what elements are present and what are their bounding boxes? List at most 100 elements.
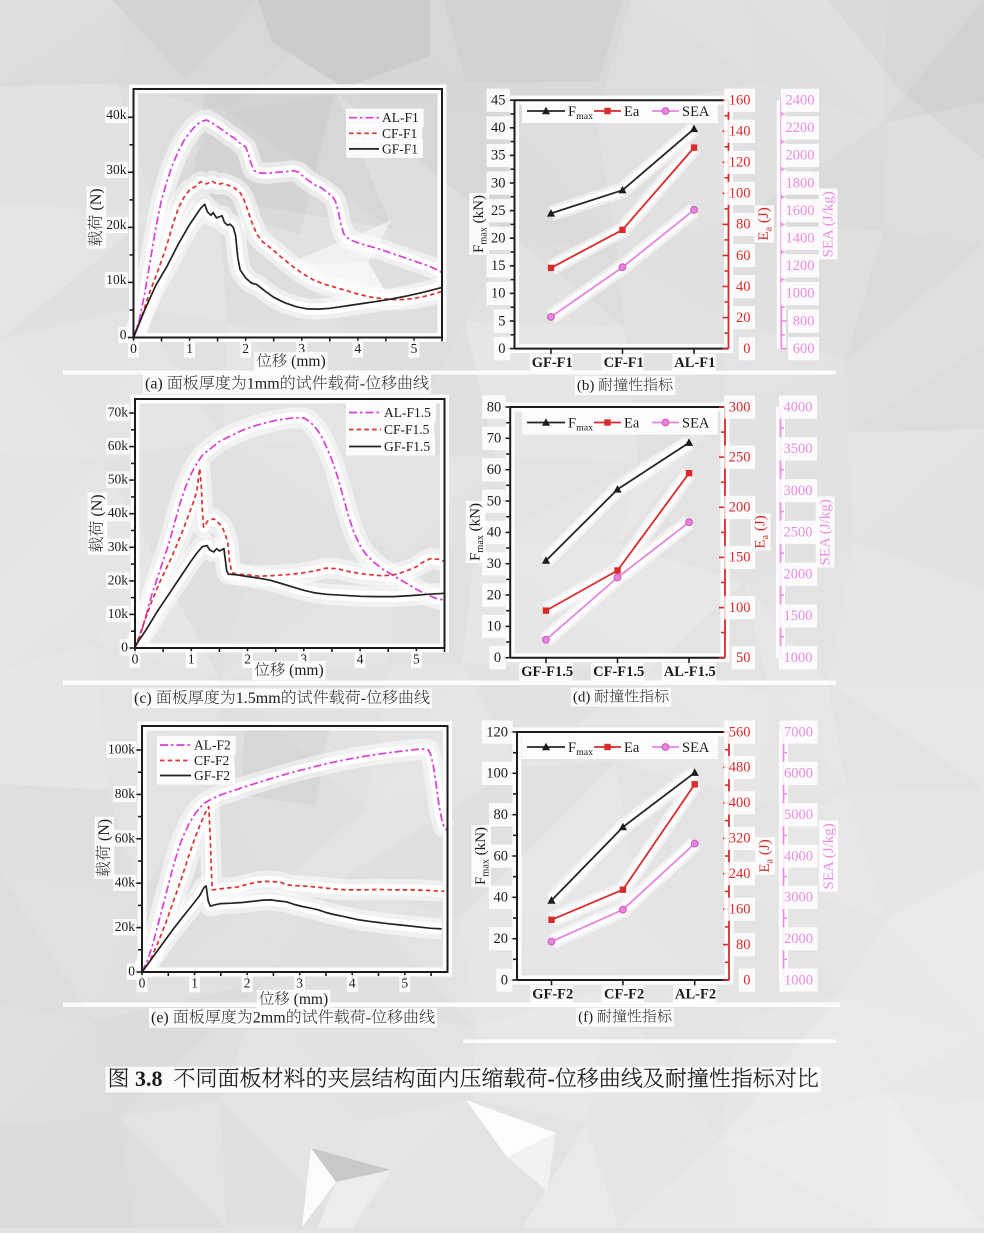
svg-text:(b): (b) — [577, 378, 598, 394]
svg-text:300: 300 — [729, 399, 751, 415]
svg-text:(mm): (mm) — [290, 991, 328, 1008]
svg-text:3000: 3000 — [784, 890, 813, 906]
svg-text:140: 140 — [729, 124, 751, 140]
svg-text:(mm): (mm) — [287, 353, 325, 370]
svg-text:3.8: 3.8 — [130, 1066, 174, 1091]
svg-text:a: a — [763, 227, 774, 232]
svg-text:80: 80 — [494, 807, 509, 823]
svg-text:GF-F1: GF-F1 — [382, 141, 418, 156]
svg-text:80k: 80k — [115, 786, 136, 801]
svg-text:3: 3 — [300, 652, 307, 667]
svg-text:40: 40 — [487, 525, 502, 541]
svg-text:100: 100 — [729, 600, 751, 616]
svg-text:max: max — [475, 535, 486, 553]
svg-text:GF-F2: GF-F2 — [194, 768, 230, 783]
svg-text:-: - — [548, 1066, 555, 1091]
svg-text:max: max — [478, 227, 489, 245]
svg-text:F: F — [568, 416, 576, 432]
svg-text:250: 250 — [729, 449, 751, 465]
svg-text:F: F — [568, 740, 576, 756]
svg-text:40: 40 — [491, 120, 506, 136]
svg-text:20k: 20k — [115, 919, 136, 934]
svg-text:1500: 1500 — [784, 608, 813, 624]
svg-text:F: F — [473, 877, 489, 885]
svg-text:AL-F1.5: AL-F1.5 — [664, 664, 716, 680]
svg-text:1: 1 — [188, 652, 195, 667]
svg-text:1000: 1000 — [786, 286, 815, 302]
svg-text:AL-F1.5: AL-F1.5 — [384, 405, 431, 420]
svg-text:320: 320 — [729, 831, 751, 847]
svg-text:30k: 30k — [106, 162, 127, 177]
svg-text:0: 0 — [494, 650, 501, 666]
svg-text:40k: 40k — [106, 107, 127, 122]
svg-text:SEA (J/kg): SEA (J/kg) — [821, 191, 837, 257]
svg-text:20: 20 — [491, 231, 506, 247]
svg-text:E: E — [756, 231, 772, 240]
svg-text:GF-F1.5: GF-F1.5 — [384, 439, 430, 454]
svg-text:0: 0 — [121, 640, 128, 655]
svg-text:30k: 30k — [108, 539, 129, 554]
svg-text:2000: 2000 — [784, 566, 813, 582]
svg-text:(kN): (kN) — [473, 827, 489, 859]
svg-text:5000: 5000 — [784, 807, 813, 823]
svg-text:1200: 1200 — [786, 258, 815, 274]
svg-text:20: 20 — [487, 587, 502, 603]
svg-text:CF-F1: CF-F1 — [604, 355, 644, 371]
svg-text:0: 0 — [139, 976, 146, 991]
svg-text:Ea: Ea — [624, 740, 640, 756]
svg-text:200: 200 — [729, 500, 751, 516]
svg-text:160: 160 — [729, 93, 751, 109]
svg-text:7000: 7000 — [784, 724, 813, 740]
svg-text:1.5mm: 1.5mm — [236, 690, 281, 707]
svg-text:10k: 10k — [108, 606, 129, 621]
svg-text:max: max — [576, 423, 593, 434]
svg-text:(N): (N) — [89, 494, 106, 520]
svg-text:(J): (J) — [757, 839, 773, 859]
svg-text:(kN): (kN) — [471, 195, 487, 227]
svg-text:SEA (J/kg): SEA (J/kg) — [818, 499, 834, 565]
svg-text:60k: 60k — [108, 438, 129, 453]
svg-text:50k: 50k — [108, 472, 129, 487]
svg-text:F: F — [568, 104, 576, 120]
svg-text:CF-F2: CF-F2 — [604, 987, 644, 1003]
svg-text:1: 1 — [191, 976, 198, 991]
svg-text:20: 20 — [494, 931, 509, 947]
svg-text:GF-F2: GF-F2 — [532, 987, 573, 1003]
svg-text:2500: 2500 — [784, 525, 813, 541]
svg-text:3: 3 — [298, 341, 305, 356]
svg-text:160: 160 — [729, 901, 751, 917]
svg-text:SEA: SEA — [682, 740, 710, 756]
svg-text:100: 100 — [729, 186, 751, 202]
svg-text:0: 0 — [743, 972, 750, 988]
svg-text:20k: 20k — [108, 572, 129, 587]
svg-text:40k: 40k — [115, 875, 136, 890]
svg-text:70k: 70k — [108, 405, 129, 420]
svg-text:120: 120 — [729, 155, 751, 171]
svg-text:(N): (N) — [88, 188, 105, 214]
svg-text:40k: 40k — [108, 505, 129, 520]
svg-text:20k: 20k — [106, 217, 127, 232]
svg-text:480: 480 — [729, 760, 751, 776]
svg-text:GF-F1.5: GF-F1.5 — [521, 664, 573, 680]
svg-text:(mm): (mm) — [285, 662, 323, 679]
svg-text:80: 80 — [736, 937, 751, 953]
svg-text:1400: 1400 — [786, 231, 815, 247]
svg-text:100: 100 — [486, 766, 508, 782]
svg-text:(a): (a) — [145, 376, 167, 393]
svg-text:(kN): (kN) — [468, 503, 484, 535]
svg-text:600: 600 — [793, 341, 815, 357]
svg-text:1000: 1000 — [784, 972, 813, 988]
svg-text:4: 4 — [357, 652, 364, 667]
svg-text:0: 0 — [120, 327, 127, 342]
svg-text:100k: 100k — [108, 742, 135, 757]
svg-text:2000: 2000 — [784, 931, 813, 947]
svg-text:AL-F2: AL-F2 — [194, 738, 231, 753]
svg-text:80: 80 — [487, 399, 502, 415]
svg-text:400: 400 — [729, 795, 751, 811]
svg-text:(f): (f) — [578, 1010, 597, 1026]
svg-text:80: 80 — [736, 217, 751, 233]
svg-text:SEA (J/kg): SEA (J/kg) — [821, 823, 837, 889]
svg-text:60: 60 — [736, 248, 751, 264]
svg-text:(J): (J) — [753, 515, 769, 535]
svg-text:50: 50 — [487, 493, 502, 509]
